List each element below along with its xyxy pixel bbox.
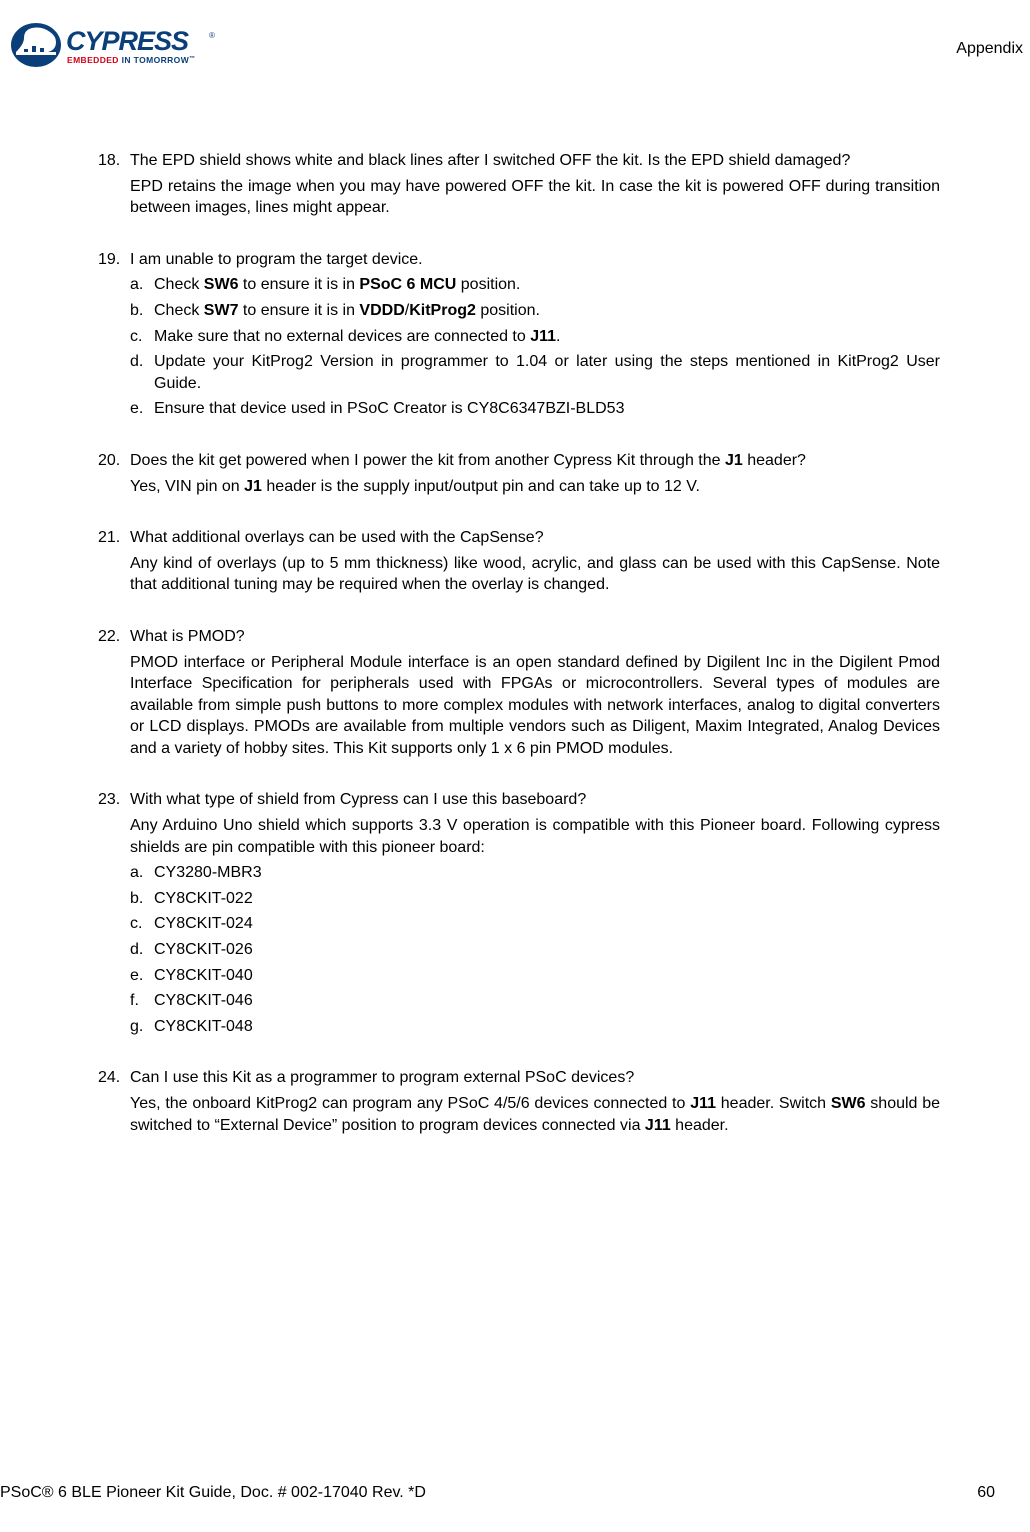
faq-answer: Any Arduino Uno shield which supports 3.… (130, 815, 940, 858)
page: CYPRESS ® EMBEDDED IN TOMORROW™ Appendix… (0, 0, 1030, 1532)
faq-number: 24. (98, 1067, 130, 1089)
faq-sub-letter: f. (130, 990, 154, 1012)
faq-answer: EPD retains the image when you may have … (130, 176, 940, 219)
faq-question: What is PMOD? (130, 626, 940, 648)
faq-question: With what type of shield from Cypress ca… (130, 789, 940, 811)
faq-sub-item: d.Update your KitProg2 Version in progra… (130, 351, 940, 394)
page-footer: PSoC® 6 BLE Pioneer Kit Guide, Doc. # 00… (0, 1482, 995, 1504)
faq-sub-letter: a. (130, 862, 154, 884)
faq-sub-item: a.Check SW6 to ensure it is in PSoC 6 MC… (130, 274, 940, 296)
faq-item: 22.What is PMOD? PMOD interface or Periph… (98, 626, 940, 760)
faq-question-row: 23.With what type of shield from Cypress… (98, 789, 940, 811)
faq-sub-text: CY8CKIT-040 (154, 965, 940, 987)
faq-sub-text: CY8CKIT-026 (154, 939, 940, 961)
faq-sub-text: Update your KitProg2 Version in programm… (154, 351, 940, 394)
faq-sub-item: g.CY8CKIT-048 (130, 1016, 940, 1038)
faq-content: 18. The EPD shield shows white and black… (98, 150, 940, 1136)
faq-sub-text: CY8CKIT-046 (154, 990, 940, 1012)
footer-page-number: 60 (977, 1482, 995, 1504)
faq-item: 18. The EPD shield shows white and black… (98, 150, 940, 219)
svg-text:EMBEDDED IN TOMORROW™: EMBEDDED IN TOMORROW™ (67, 55, 196, 65)
faq-item: 20.Does the kit get powered when I power… (98, 450, 940, 497)
faq-number: 22. (98, 626, 130, 648)
faq-sub-text: Ensure that device used in PSoC Creator … (154, 398, 940, 420)
faq-question: What additional overlays can be used wit… (130, 527, 940, 549)
faq-sub-letter: d. (130, 939, 154, 961)
section-label: Appendix (956, 38, 1023, 60)
cypress-logo: CYPRESS ® EMBEDDED IN TOMORROW™ (10, 20, 222, 70)
faq-sub-letter: a. (130, 274, 154, 296)
faq-question: The EPD shield shows white and black lin… (130, 150, 940, 172)
faq-sub-letter: g. (130, 1016, 154, 1038)
faq-question: Can I use this Kit as a programmer to pr… (130, 1067, 940, 1089)
faq-question-row: 21.What additional overlays can be used … (98, 527, 940, 549)
faq-sub-item: b.CY8CKIT-022 (130, 888, 940, 910)
faq-sub-letter: e. (130, 965, 154, 987)
faq-sub-letter: c. (130, 326, 154, 348)
faq-sub-text: CY8CKIT-048 (154, 1016, 940, 1038)
faq-sub-item: c.Make sure that no external devices are… (130, 326, 940, 348)
faq-sub-list: a.Check SW6 to ensure it is in PSoC 6 MC… (130, 274, 940, 420)
faq-item: 19.I am unable to program the target dev… (98, 249, 940, 420)
faq-sub-letter: c. (130, 913, 154, 935)
faq-sub-item: e.CY8CKIT-040 (130, 965, 940, 987)
faq-number: 18. (98, 150, 130, 172)
faq-sub-text: CY8CKIT-022 (154, 888, 940, 910)
faq-question-row: 19.I am unable to program the target dev… (98, 249, 940, 271)
faq-item: 21.What additional overlays can be used … (98, 527, 940, 596)
faq-sub-text: CY3280-MBR3 (154, 862, 940, 884)
faq-sub-text: Check SW7 to ensure it is in VDDD/KitPro… (154, 300, 940, 322)
footer-doc-title: PSoC® 6 BLE Pioneer Kit Guide, Doc. # 00… (0, 1482, 426, 1504)
faq-answer: Yes, VIN pin on J1 header is the supply … (130, 476, 940, 498)
faq-question: I am unable to program the target device… (130, 249, 940, 271)
faq-sub-item: c.CY8CKIT-024 (130, 913, 940, 935)
faq-answer: PMOD interface or Peripheral Module inte… (130, 652, 940, 760)
faq-question-row: 22.What is PMOD? (98, 626, 940, 648)
faq-number: 23. (98, 789, 130, 811)
faq-sub-text: Make sure that no external devices are c… (154, 326, 940, 348)
faq-sub-item: b.Check SW7 to ensure it is in VDDD/KitP… (130, 300, 940, 322)
faq-item: 24.Can I use this Kit as a programmer to… (98, 1067, 940, 1136)
faq-number: 21. (98, 527, 130, 549)
svg-text:CYPRESS: CYPRESS (66, 26, 189, 56)
faq-sub-item: f.CY8CKIT-046 (130, 990, 940, 1012)
faq-question-row: 18. The EPD shield shows white and black… (98, 150, 940, 172)
faq-answer: Yes, the onboard KitProg2 can program an… (130, 1093, 940, 1136)
svg-text:®: ® (209, 31, 215, 40)
faq-sub-letter: e. (130, 398, 154, 420)
faq-answer: Any kind of overlays (up to 5 mm thickne… (130, 553, 940, 596)
faq-question: Does the kit get powered when I power th… (130, 450, 940, 472)
faq-sub-letter: b. (130, 888, 154, 910)
faq-sub-text: Check SW6 to ensure it is in PSoC 6 MCU … (154, 274, 940, 296)
faq-number: 19. (98, 249, 130, 271)
faq-item: 23.With what type of shield from Cypress… (98, 789, 940, 1037)
faq-question-row: 24.Can I use this Kit as a programmer to… (98, 1067, 940, 1089)
faq-sub-item: d.CY8CKIT-026 (130, 939, 940, 961)
faq-sub-item: a.CY3280-MBR3 (130, 862, 940, 884)
faq-number: 20. (98, 450, 130, 472)
faq-sub-list: a.CY3280-MBR3b.CY8CKIT-022c.CY8CKIT-024d… (130, 862, 940, 1037)
faq-sub-item: e.Ensure that device used in PSoC Creato… (130, 398, 940, 420)
faq-sub-text: CY8CKIT-024 (154, 913, 940, 935)
faq-question-row: 20.Does the kit get powered when I power… (98, 450, 940, 472)
page-header: CYPRESS ® EMBEDDED IN TOMORROW™ Appendix (0, 20, 995, 70)
faq-sub-letter: b. (130, 300, 154, 322)
faq-sub-letter: d. (130, 351, 154, 394)
